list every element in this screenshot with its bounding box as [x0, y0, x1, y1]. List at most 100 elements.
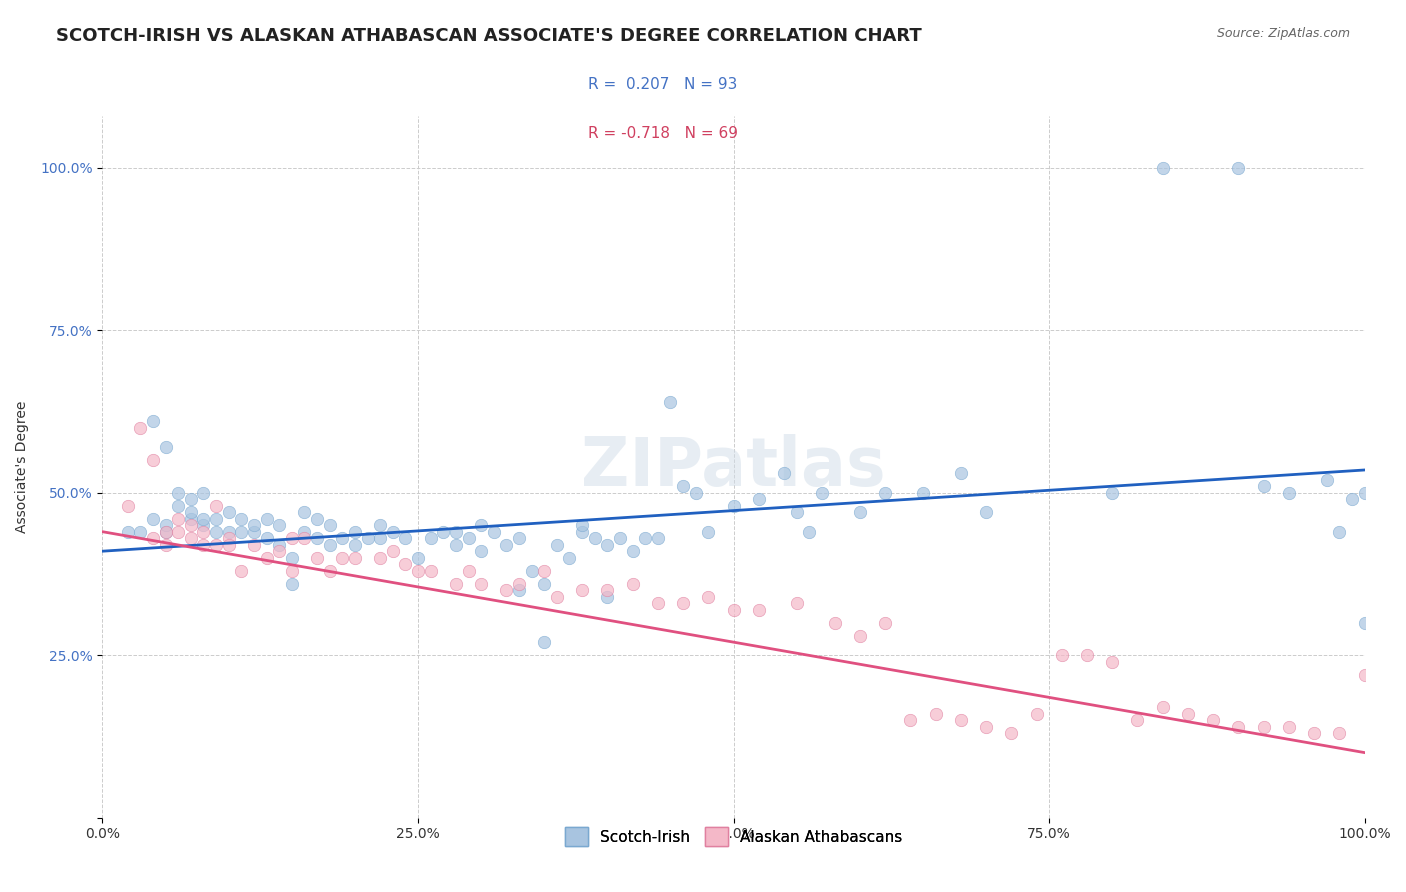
Point: [205, 538, 228, 552]
Point: [218, 538, 240, 552]
Point: [786, 505, 808, 519]
Point: [294, 505, 316, 519]
Point: [949, 713, 972, 727]
Text: R =  0.207   N = 93: R = 0.207 N = 93: [589, 77, 738, 92]
Point: [419, 564, 441, 578]
Point: [343, 524, 366, 539]
Point: [974, 720, 997, 734]
Point: [1025, 706, 1047, 721]
Point: [634, 531, 657, 545]
Point: [432, 524, 454, 539]
Point: [305, 550, 328, 565]
Point: [873, 485, 896, 500]
Point: [873, 615, 896, 630]
Point: [117, 499, 139, 513]
Point: [1227, 161, 1250, 175]
Point: [269, 518, 291, 533]
Point: [343, 550, 366, 565]
Point: [167, 499, 190, 513]
Point: [697, 590, 720, 604]
Point: [256, 531, 278, 545]
Point: [155, 518, 177, 533]
Point: [218, 524, 240, 539]
Point: [205, 512, 228, 526]
Point: [142, 531, 165, 545]
Point: [571, 518, 593, 533]
Text: ZIPatlas: ZIPatlas: [581, 434, 886, 500]
Point: [1126, 713, 1149, 727]
Point: [444, 538, 467, 552]
Text: Source: ZipAtlas.com: Source: ZipAtlas.com: [1216, 27, 1350, 40]
Point: [218, 531, 240, 545]
Point: [256, 512, 278, 526]
Point: [155, 440, 177, 454]
Point: [394, 531, 416, 545]
Point: [180, 531, 202, 545]
Point: [1354, 485, 1376, 500]
Point: [294, 524, 316, 539]
Point: [218, 505, 240, 519]
Point: [129, 524, 152, 539]
Point: [444, 524, 467, 539]
Point: [748, 602, 770, 616]
Point: [205, 524, 228, 539]
Point: [470, 576, 492, 591]
Point: [849, 629, 872, 643]
Point: [924, 706, 946, 721]
Point: [231, 524, 253, 539]
Point: [811, 485, 834, 500]
Point: [659, 394, 682, 409]
Point: [142, 512, 165, 526]
Y-axis label: Associate's Degree: Associate's Degree: [15, 401, 30, 533]
Point: [558, 550, 581, 565]
Point: [1152, 700, 1174, 714]
Point: [368, 531, 391, 545]
Point: [583, 531, 606, 545]
Point: [1227, 720, 1250, 734]
Point: [898, 713, 921, 727]
Point: [330, 531, 353, 545]
Point: [129, 421, 152, 435]
Point: [1253, 720, 1275, 734]
Point: [457, 564, 479, 578]
Point: [457, 531, 479, 545]
Point: [155, 538, 177, 552]
Point: [269, 538, 291, 552]
Point: [596, 538, 619, 552]
Point: [546, 590, 568, 604]
Point: [596, 583, 619, 598]
Point: [330, 550, 353, 565]
Point: [117, 524, 139, 539]
Point: [533, 635, 555, 649]
Point: [685, 485, 707, 500]
Point: [269, 544, 291, 558]
Point: [520, 564, 543, 578]
Point: [647, 531, 669, 545]
Point: [470, 544, 492, 558]
Point: [180, 512, 202, 526]
Point: [381, 524, 404, 539]
Point: [318, 564, 340, 578]
Point: [243, 518, 266, 533]
Point: [621, 576, 644, 591]
Point: [1076, 648, 1098, 662]
Point: [381, 544, 404, 558]
Point: [849, 505, 872, 519]
Point: [180, 518, 202, 533]
Point: [444, 576, 467, 591]
Point: [1000, 726, 1022, 740]
Point: [205, 499, 228, 513]
Point: [508, 583, 530, 598]
Point: [1341, 492, 1364, 507]
Point: [1253, 479, 1275, 493]
Point: [167, 512, 190, 526]
Point: [533, 564, 555, 578]
Point: [533, 576, 555, 591]
Point: [281, 564, 304, 578]
Point: [1278, 485, 1301, 500]
Point: [406, 550, 429, 565]
Point: [824, 615, 846, 630]
Point: [368, 550, 391, 565]
Point: [571, 524, 593, 539]
Point: [949, 467, 972, 481]
